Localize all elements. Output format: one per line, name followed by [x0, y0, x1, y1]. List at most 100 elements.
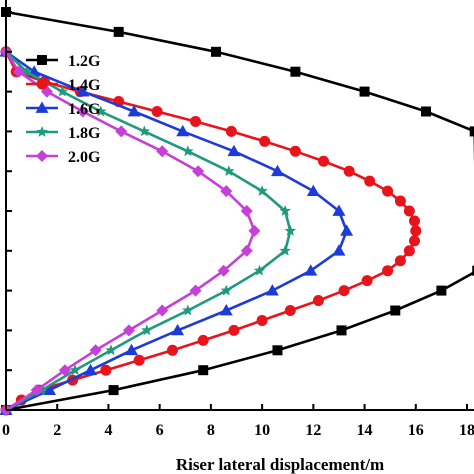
data-point-1.6G-1 — [43, 383, 57, 395]
data-point-1.6G-6 — [265, 284, 279, 296]
data-point-1.4G-9 — [256, 314, 268, 326]
data-point-1.4G-28 — [225, 125, 237, 137]
data-point-1.2G-5 — [390, 305, 401, 316]
data-point-1.2G-1 — [108, 385, 119, 396]
data-point-1.6G-5 — [219, 304, 233, 316]
data-point-1.8G-14 — [138, 125, 151, 137]
data-point-1.4G-19 — [408, 215, 420, 227]
legend-label-1.4G: 1.4G — [68, 77, 101, 94]
data-point-1.8G-3 — [105, 344, 117, 356]
x-axis-label: Riser lateral displacement/m — [176, 455, 384, 474]
x-tick-label-1: 2 — [53, 422, 61, 439]
series-2.0G — [0, 45, 261, 416]
data-point-1.8G-2 — [69, 364, 81, 376]
data-point-2.0G-9 — [248, 224, 261, 237]
data-point-1.6G-12 — [270, 164, 284, 177]
data-point-1.4G-15 — [394, 255, 406, 267]
data-point-1.4G-16 — [403, 245, 415, 257]
data-point-1.4G-12 — [338, 285, 350, 297]
x-tick-label-9: 18 — [459, 422, 474, 439]
data-point-1.6G-3 — [124, 343, 138, 356]
legend: 1.2G 1.4G 1.6G 1.8G 2.0G — [26, 53, 101, 166]
data-point-2.0G-11 — [220, 185, 233, 198]
x-tick-label-8: 16 — [408, 422, 424, 439]
data-point-1.8G-5 — [182, 304, 194, 316]
legend-label-1.6G: 1.6G — [68, 101, 101, 118]
x-tick-label-0: 0 — [2, 422, 10, 439]
data-point-1.2G-6 — [436, 285, 447, 296]
data-point-1.8G-10 — [279, 205, 291, 216]
legend-item-2.0G: 2.0G — [26, 149, 101, 166]
data-point-1.2G-11 — [290, 66, 301, 77]
data-point-1.4G-22 — [382, 185, 394, 197]
data-point-1.2G-13 — [113, 26, 124, 37]
data-point-1.4G-8 — [228, 324, 240, 336]
data-point-1.8G-12 — [223, 165, 235, 177]
data-point-1.2G-3 — [272, 345, 283, 356]
data-point-1.4G-6 — [166, 344, 178, 356]
x-tick-label-3: 6 — [156, 422, 164, 439]
x-tick-label-7: 14 — [357, 422, 373, 439]
data-point-1.6G-2 — [84, 363, 98, 376]
legend-label-2.0G: 2.0G — [68, 149, 101, 166]
data-point-1.2G-9 — [421, 106, 432, 117]
data-point-1.6G-8 — [332, 244, 346, 256]
data-point-1.4G-13 — [361, 275, 373, 287]
data-point-1.8G-11 — [256, 185, 268, 196]
data-point-1.2G-12 — [211, 46, 222, 57]
data-point-2.0G-8 — [240, 244, 253, 257]
data-point-1.4G-17 — [408, 235, 420, 247]
data-point-1.4G-23 — [364, 175, 376, 187]
x-tick-label-2: 4 — [104, 422, 112, 439]
data-point-1.2G-4 — [336, 325, 347, 336]
series-1.6G — [0, 45, 354, 415]
data-point-2.0G-7 — [217, 264, 230, 277]
legend-marker-1.6G — [35, 101, 49, 113]
data-point-1.6G-11 — [306, 184, 320, 196]
data-point-1.8G-9 — [284, 224, 296, 236]
legend-marker-2.0G — [36, 150, 48, 162]
data-point-1.2G-8 — [469, 126, 474, 137]
data-point-1.8G-4 — [141, 324, 153, 336]
data-point-2.0G-14 — [115, 125, 128, 138]
data-point-1.4G-27 — [259, 135, 271, 147]
data-point-2.0G-12 — [192, 165, 205, 178]
x-tick-label-5: 10 — [254, 422, 270, 439]
data-point-2.0G-2 — [58, 364, 71, 377]
plot-area — [0, 7, 474, 416]
axes: 0 2 4 6 8 10 12 14 16 18 — [2, 0, 474, 439]
legend-item-1.2G: 1.2G — [26, 53, 101, 70]
data-point-1.6G-16 — [76, 85, 90, 97]
data-point-1.8G-15 — [95, 105, 107, 117]
data-point-1.2G-2 — [198, 365, 209, 376]
legend-marker-1.8G — [36, 126, 48, 137]
data-point-1.4G-24 — [343, 165, 355, 177]
data-point-2.0G-17 — [12, 65, 25, 78]
data-point-1.4G-5 — [133, 354, 145, 366]
legend-marker-1.4G — [36, 78, 48, 90]
legend-item-1.6G: 1.6G — [26, 101, 101, 118]
data-point-1.8G-13 — [182, 145, 194, 157]
data-point-1.4G-14 — [382, 265, 394, 277]
legend-label-1.2G: 1.2G — [68, 53, 101, 70]
data-point-2.0G-10 — [240, 205, 253, 217]
data-point-1.4G-18 — [410, 225, 422, 237]
data-point-2.0G-3 — [89, 344, 102, 357]
data-point-1.2G-10 — [359, 86, 370, 97]
data-point-1.8G-6 — [220, 284, 232, 296]
data-point-2.0G-6 — [189, 284, 202, 297]
data-point-1.4G-11 — [312, 295, 324, 307]
data-point-1.4G-30 — [151, 106, 163, 117]
x-tick-label-4: 8 — [207, 422, 215, 439]
data-point-1.8G-7 — [253, 264, 266, 276]
data-point-1.4G-21 — [394, 195, 406, 207]
data-point-1.4G-26 — [289, 145, 301, 157]
data-point-1.6G-13 — [227, 144, 241, 157]
legend-item-1.4G: 1.4G — [26, 77, 101, 94]
data-point-2.0G-15 — [76, 105, 89, 118]
data-point-1.4G-4 — [100, 364, 112, 376]
data-point-1.6G-4 — [171, 323, 185, 336]
data-point-1.4G-20 — [403, 205, 415, 217]
data-point-2.0G-1 — [30, 384, 43, 397]
